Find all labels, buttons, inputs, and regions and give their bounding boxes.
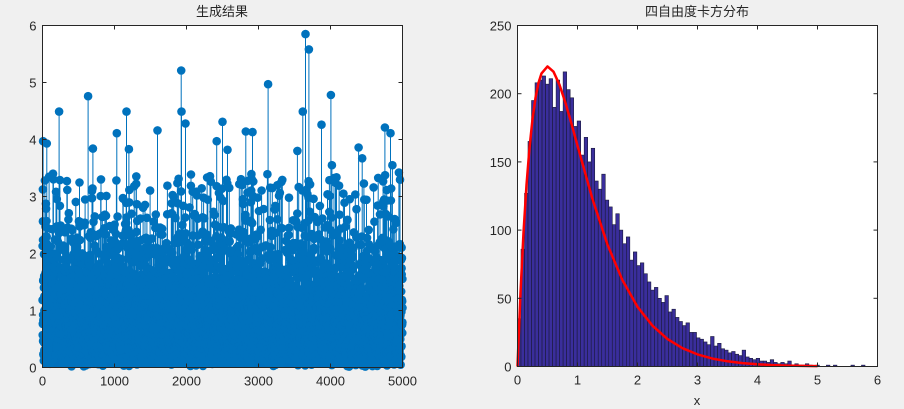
stem-series <box>38 29 407 371</box>
